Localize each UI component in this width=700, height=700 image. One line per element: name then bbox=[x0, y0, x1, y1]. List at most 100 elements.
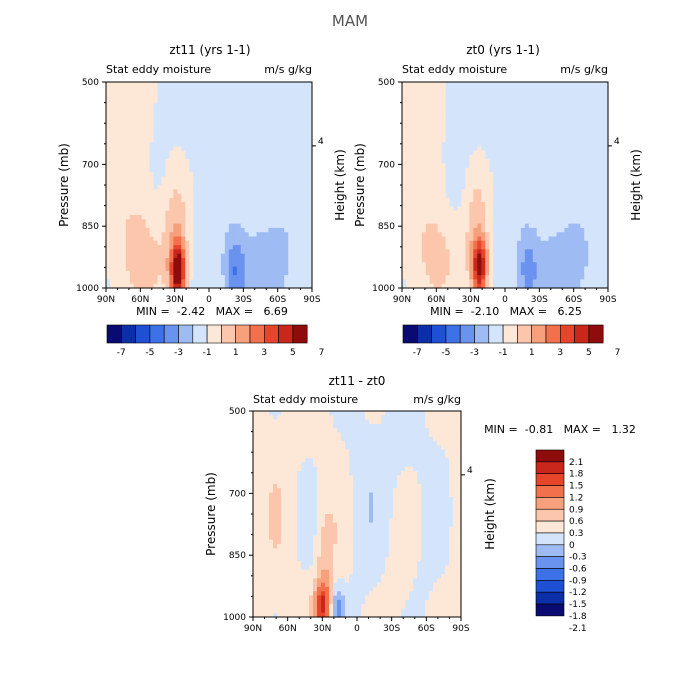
heatmap-cell bbox=[433, 124, 439, 130]
heatmap-cell bbox=[193, 215, 198, 220]
heatmap-cell bbox=[236, 197, 242, 203]
heatmap-cell bbox=[600, 257, 605, 263]
heatmap-cell bbox=[284, 124, 289, 130]
heatmap-cell bbox=[576, 116, 581, 122]
heatmap-cell bbox=[272, 189, 277, 195]
heatmap-cell bbox=[505, 146, 510, 152]
heatmap-cell bbox=[212, 94, 218, 100]
heatmap-cell bbox=[228, 99, 234, 105]
heatmap-cell bbox=[252, 219, 258, 225]
heatmap-cell bbox=[481, 197, 486, 203]
heatmap-cell bbox=[572, 249, 577, 255]
heatmap-cell bbox=[296, 249, 301, 255]
heatmap-cell bbox=[485, 223, 490, 229]
heatmap-cell bbox=[236, 253, 242, 259]
heatmap-cell bbox=[248, 103, 254, 109]
heatmap-cell bbox=[280, 193, 285, 199]
heatmap-cell bbox=[556, 219, 562, 225]
heatmap-cell bbox=[161, 176, 167, 182]
heatmap-cell bbox=[125, 146, 131, 152]
heatmap-cell bbox=[153, 266, 159, 272]
heatmap-cell bbox=[556, 236, 562, 242]
heatmap-cell bbox=[516, 129, 522, 135]
heatmap-cell bbox=[201, 172, 206, 178]
heatmap-cell bbox=[189, 219, 194, 225]
heatmap-cell bbox=[425, 99, 431, 105]
heatmap-cell bbox=[556, 167, 562, 173]
heatmap-cell bbox=[197, 112, 202, 117]
heatmap-cell bbox=[433, 270, 439, 276]
heatmap-cell bbox=[252, 112, 258, 117]
heatmap-cell bbox=[272, 240, 277, 246]
heatmap-cell bbox=[560, 124, 566, 130]
heatmap-cell bbox=[501, 223, 506, 229]
heatmap-cell bbox=[212, 283, 218, 289]
heatmap-cell bbox=[256, 257, 262, 263]
heatmap-cell bbox=[465, 180, 470, 186]
heatmap-cell bbox=[580, 133, 585, 139]
heatmap-cell bbox=[512, 249, 518, 255]
heatmap-cell bbox=[133, 236, 139, 242]
heatmap-cell bbox=[528, 116, 534, 122]
heatmap-cell bbox=[212, 150, 218, 156]
heatmap-cell bbox=[193, 176, 198, 182]
heatmap-cell bbox=[153, 154, 159, 160]
heatmap-cell bbox=[304, 275, 309, 281]
heatmap-cell bbox=[256, 167, 262, 173]
heatmap-cell bbox=[417, 133, 423, 139]
heatmap-cell bbox=[588, 249, 593, 255]
heatmap-cell bbox=[409, 253, 415, 259]
heatmap-cell bbox=[177, 82, 182, 87]
heatmap-cell bbox=[576, 206, 581, 212]
heatmap-cell bbox=[212, 103, 218, 109]
heatmap-cell bbox=[429, 240, 435, 246]
heatmap-cell bbox=[185, 137, 190, 143]
heatmap-cell bbox=[437, 270, 443, 276]
heatmap-cell bbox=[220, 202, 226, 208]
heatmap-cell bbox=[524, 172, 530, 178]
heatmap-cell bbox=[568, 176, 573, 182]
heatmap-cell bbox=[220, 275, 226, 281]
heatmap-cell bbox=[413, 266, 419, 272]
heatmap-cell bbox=[129, 232, 135, 238]
heatmap-cell bbox=[248, 270, 254, 276]
heatmap-cell bbox=[205, 245, 210, 250]
heatmap-cell bbox=[185, 215, 190, 220]
heatmap-cell bbox=[173, 223, 178, 229]
heatmap-cell bbox=[308, 172, 313, 178]
heatmap-cell bbox=[576, 270, 581, 276]
heatmap-cell bbox=[600, 86, 605, 92]
heatmap-cell bbox=[592, 142, 597, 147]
heatmap-cell bbox=[540, 94, 546, 100]
heatmap-cell bbox=[461, 275, 466, 281]
heatmap-cell bbox=[600, 120, 605, 126]
heatmap-cell bbox=[205, 146, 210, 152]
heatmap-cell bbox=[505, 193, 510, 199]
heatmap-cell bbox=[445, 120, 451, 126]
heatmap-cell bbox=[524, 210, 530, 216]
heatmap-cell bbox=[220, 150, 226, 156]
heatmap-cell bbox=[402, 107, 407, 113]
heatmap-cell bbox=[169, 210, 174, 216]
heatmap-cell bbox=[469, 176, 474, 182]
heatmap-cell bbox=[413, 167, 419, 173]
heatmap-cell bbox=[248, 197, 254, 203]
heatmap-cell bbox=[252, 210, 258, 216]
heatmap-cell bbox=[520, 167, 526, 173]
heatmap-cell bbox=[588, 154, 593, 160]
heatmap-cell bbox=[304, 159, 309, 165]
heatmap-cell bbox=[157, 219, 163, 225]
heatmap-cell bbox=[133, 253, 139, 259]
heatmap-cell bbox=[552, 176, 558, 182]
heatmap-cell bbox=[248, 137, 254, 143]
heatmap-cell bbox=[304, 227, 309, 233]
heatmap-cell bbox=[264, 253, 270, 259]
heatmap-cell bbox=[197, 210, 202, 216]
heatmap-cell bbox=[304, 185, 309, 190]
heatmap-cell bbox=[117, 124, 123, 130]
heatmap-cell bbox=[441, 180, 447, 186]
heatmap-cell bbox=[512, 154, 518, 160]
heatmap-cell bbox=[405, 257, 411, 263]
heatmap-cell bbox=[548, 227, 554, 233]
heatmap-cell bbox=[117, 107, 123, 113]
